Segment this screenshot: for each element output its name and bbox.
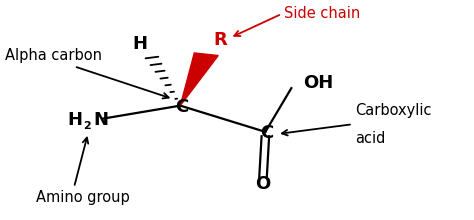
Text: Carboxylic: Carboxylic [355, 103, 432, 117]
Text: 2: 2 [83, 121, 91, 131]
Text: acid: acid [355, 131, 385, 146]
Text: Amino group: Amino group [36, 190, 130, 205]
Text: H: H [133, 35, 147, 53]
Polygon shape [180, 53, 218, 106]
Text: OH: OH [303, 74, 333, 92]
Text: R: R [214, 31, 228, 49]
Text: C: C [175, 98, 188, 116]
Text: C: C [260, 124, 273, 142]
Text: H: H [67, 111, 82, 129]
Text: N: N [93, 111, 108, 129]
Text: O: O [255, 175, 271, 193]
Text: Alpha carbon: Alpha carbon [5, 48, 102, 63]
Text: Side chain: Side chain [284, 6, 361, 21]
